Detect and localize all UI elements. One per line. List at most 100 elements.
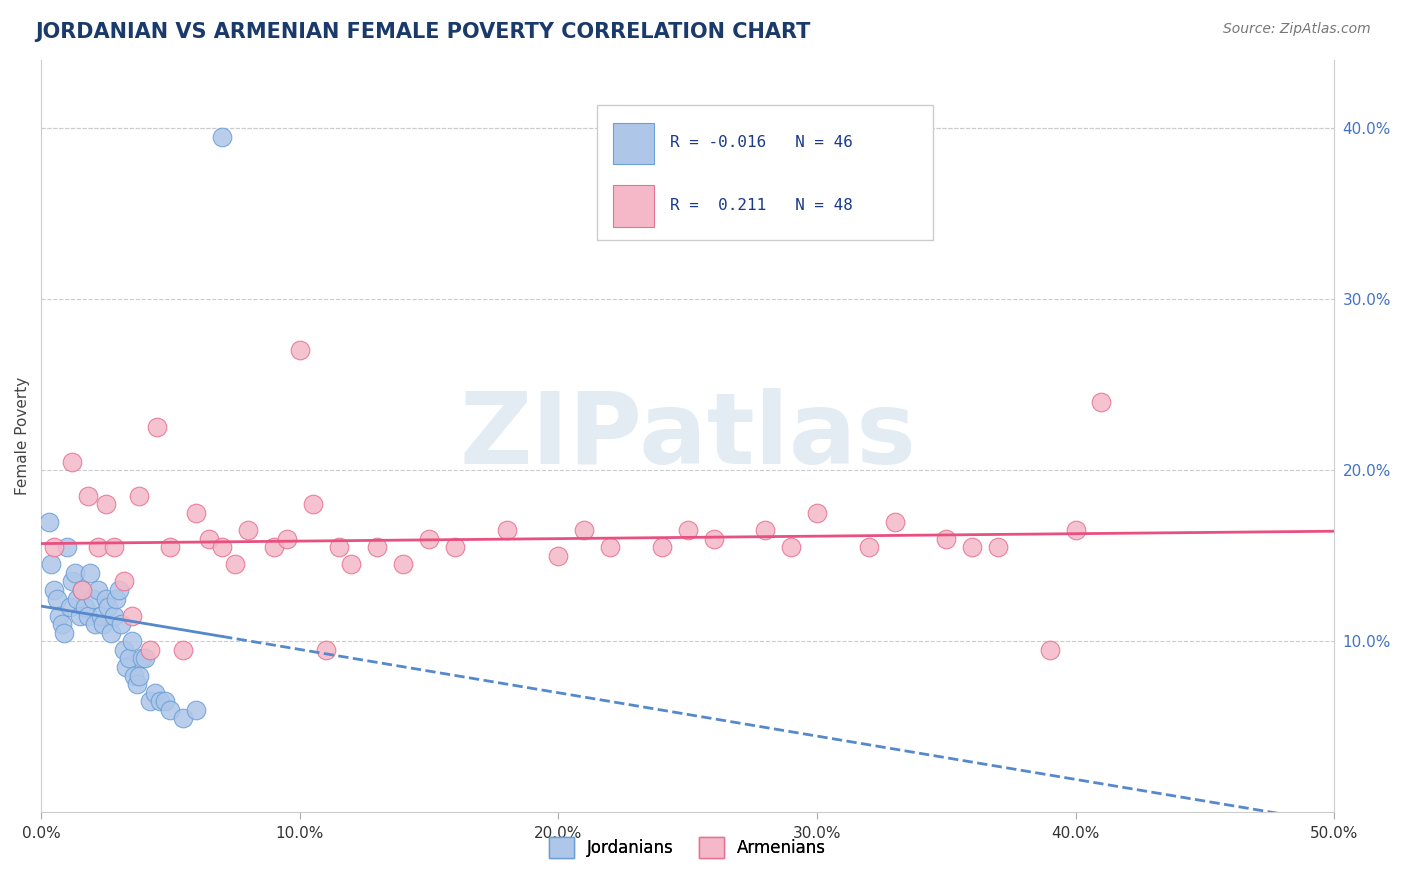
Point: [76, 489, 98, 503]
Point: [754, 523, 776, 537]
Point: [53, 625, 76, 640]
Point: [122, 668, 145, 682]
Bar: [613, 186, 654, 227]
Point: [63, 566, 86, 580]
Point: [211, 129, 233, 144]
Point: [444, 540, 467, 554]
Point: [495, 523, 517, 537]
Point: [72, 582, 94, 597]
Point: [987, 540, 1010, 554]
Point: [806, 506, 828, 520]
Point: [103, 540, 125, 554]
Point: [121, 634, 143, 648]
Point: [128, 489, 150, 503]
Text: R = -0.016   N = 46: R = -0.016 N = 46: [669, 136, 852, 150]
Point: [418, 532, 440, 546]
Point: [366, 540, 388, 554]
Point: [276, 532, 298, 546]
Point: [87, 582, 110, 597]
Point: [97, 600, 120, 615]
Point: [131, 651, 153, 665]
Point: [138, 643, 160, 657]
Point: [48, 608, 70, 623]
Point: [76, 608, 98, 623]
Point: [60, 574, 83, 589]
Point: [143, 686, 166, 700]
Point: [94, 498, 117, 512]
Point: [599, 540, 621, 554]
Legend: Jordanians, Armenians: Jordanians, Armenians: [543, 830, 832, 864]
Point: [172, 711, 194, 725]
Point: [224, 558, 246, 572]
Point: [79, 566, 101, 580]
Point: [60, 455, 83, 469]
Point: [72, 582, 94, 597]
Point: [960, 540, 983, 554]
Point: [263, 540, 285, 554]
Point: [91, 617, 114, 632]
Point: [56, 540, 79, 554]
Point: [198, 532, 221, 546]
Point: [138, 694, 160, 708]
Point: [66, 591, 89, 606]
Point: [340, 558, 363, 572]
Point: [547, 549, 569, 563]
Point: [301, 498, 323, 512]
Point: [41, 558, 63, 572]
Point: [51, 617, 73, 632]
Point: [574, 523, 596, 537]
Point: [702, 532, 724, 546]
Point: [159, 703, 181, 717]
Text: ZIPatlas: ZIPatlas: [460, 387, 917, 484]
Point: [186, 506, 208, 520]
Point: [146, 420, 169, 434]
Point: [45, 591, 67, 606]
FancyBboxPatch shape: [598, 104, 934, 240]
Point: [651, 540, 673, 554]
Point: [128, 668, 150, 682]
Point: [236, 523, 259, 537]
Point: [110, 617, 132, 632]
Point: [42, 582, 65, 597]
Text: Source: ZipAtlas.com: Source: ZipAtlas.com: [1223, 22, 1371, 37]
Point: [94, 591, 117, 606]
Point: [315, 643, 337, 657]
Point: [288, 343, 311, 358]
Point: [172, 643, 194, 657]
Point: [935, 532, 957, 546]
Point: [38, 515, 60, 529]
Point: [125, 677, 148, 691]
Point: [115, 660, 138, 674]
Point: [328, 540, 350, 554]
Point: [858, 540, 880, 554]
Point: [1064, 523, 1087, 537]
Point: [676, 523, 699, 537]
Point: [69, 608, 91, 623]
Point: [1039, 643, 1062, 657]
Point: [103, 608, 125, 623]
Point: [121, 608, 143, 623]
Bar: [613, 123, 654, 164]
Text: JORDANIAN VS ARMENIAN FEMALE POVERTY CORRELATION CHART: JORDANIAN VS ARMENIAN FEMALE POVERTY COR…: [35, 22, 810, 42]
Point: [1090, 394, 1112, 409]
Point: [87, 540, 110, 554]
Point: [392, 558, 415, 572]
Point: [100, 625, 122, 640]
Point: [42, 540, 65, 554]
Point: [211, 540, 233, 554]
Point: [112, 574, 135, 589]
Point: [58, 600, 80, 615]
Point: [155, 694, 177, 708]
Point: [780, 540, 803, 554]
Point: [75, 600, 97, 615]
Point: [883, 515, 905, 529]
Point: [112, 643, 135, 657]
Point: [149, 694, 172, 708]
Point: [118, 651, 141, 665]
Point: [82, 591, 104, 606]
Point: [84, 617, 107, 632]
Point: [105, 591, 128, 606]
Point: [186, 703, 208, 717]
Text: R =  0.211   N = 48: R = 0.211 N = 48: [669, 197, 852, 212]
Point: [107, 582, 129, 597]
